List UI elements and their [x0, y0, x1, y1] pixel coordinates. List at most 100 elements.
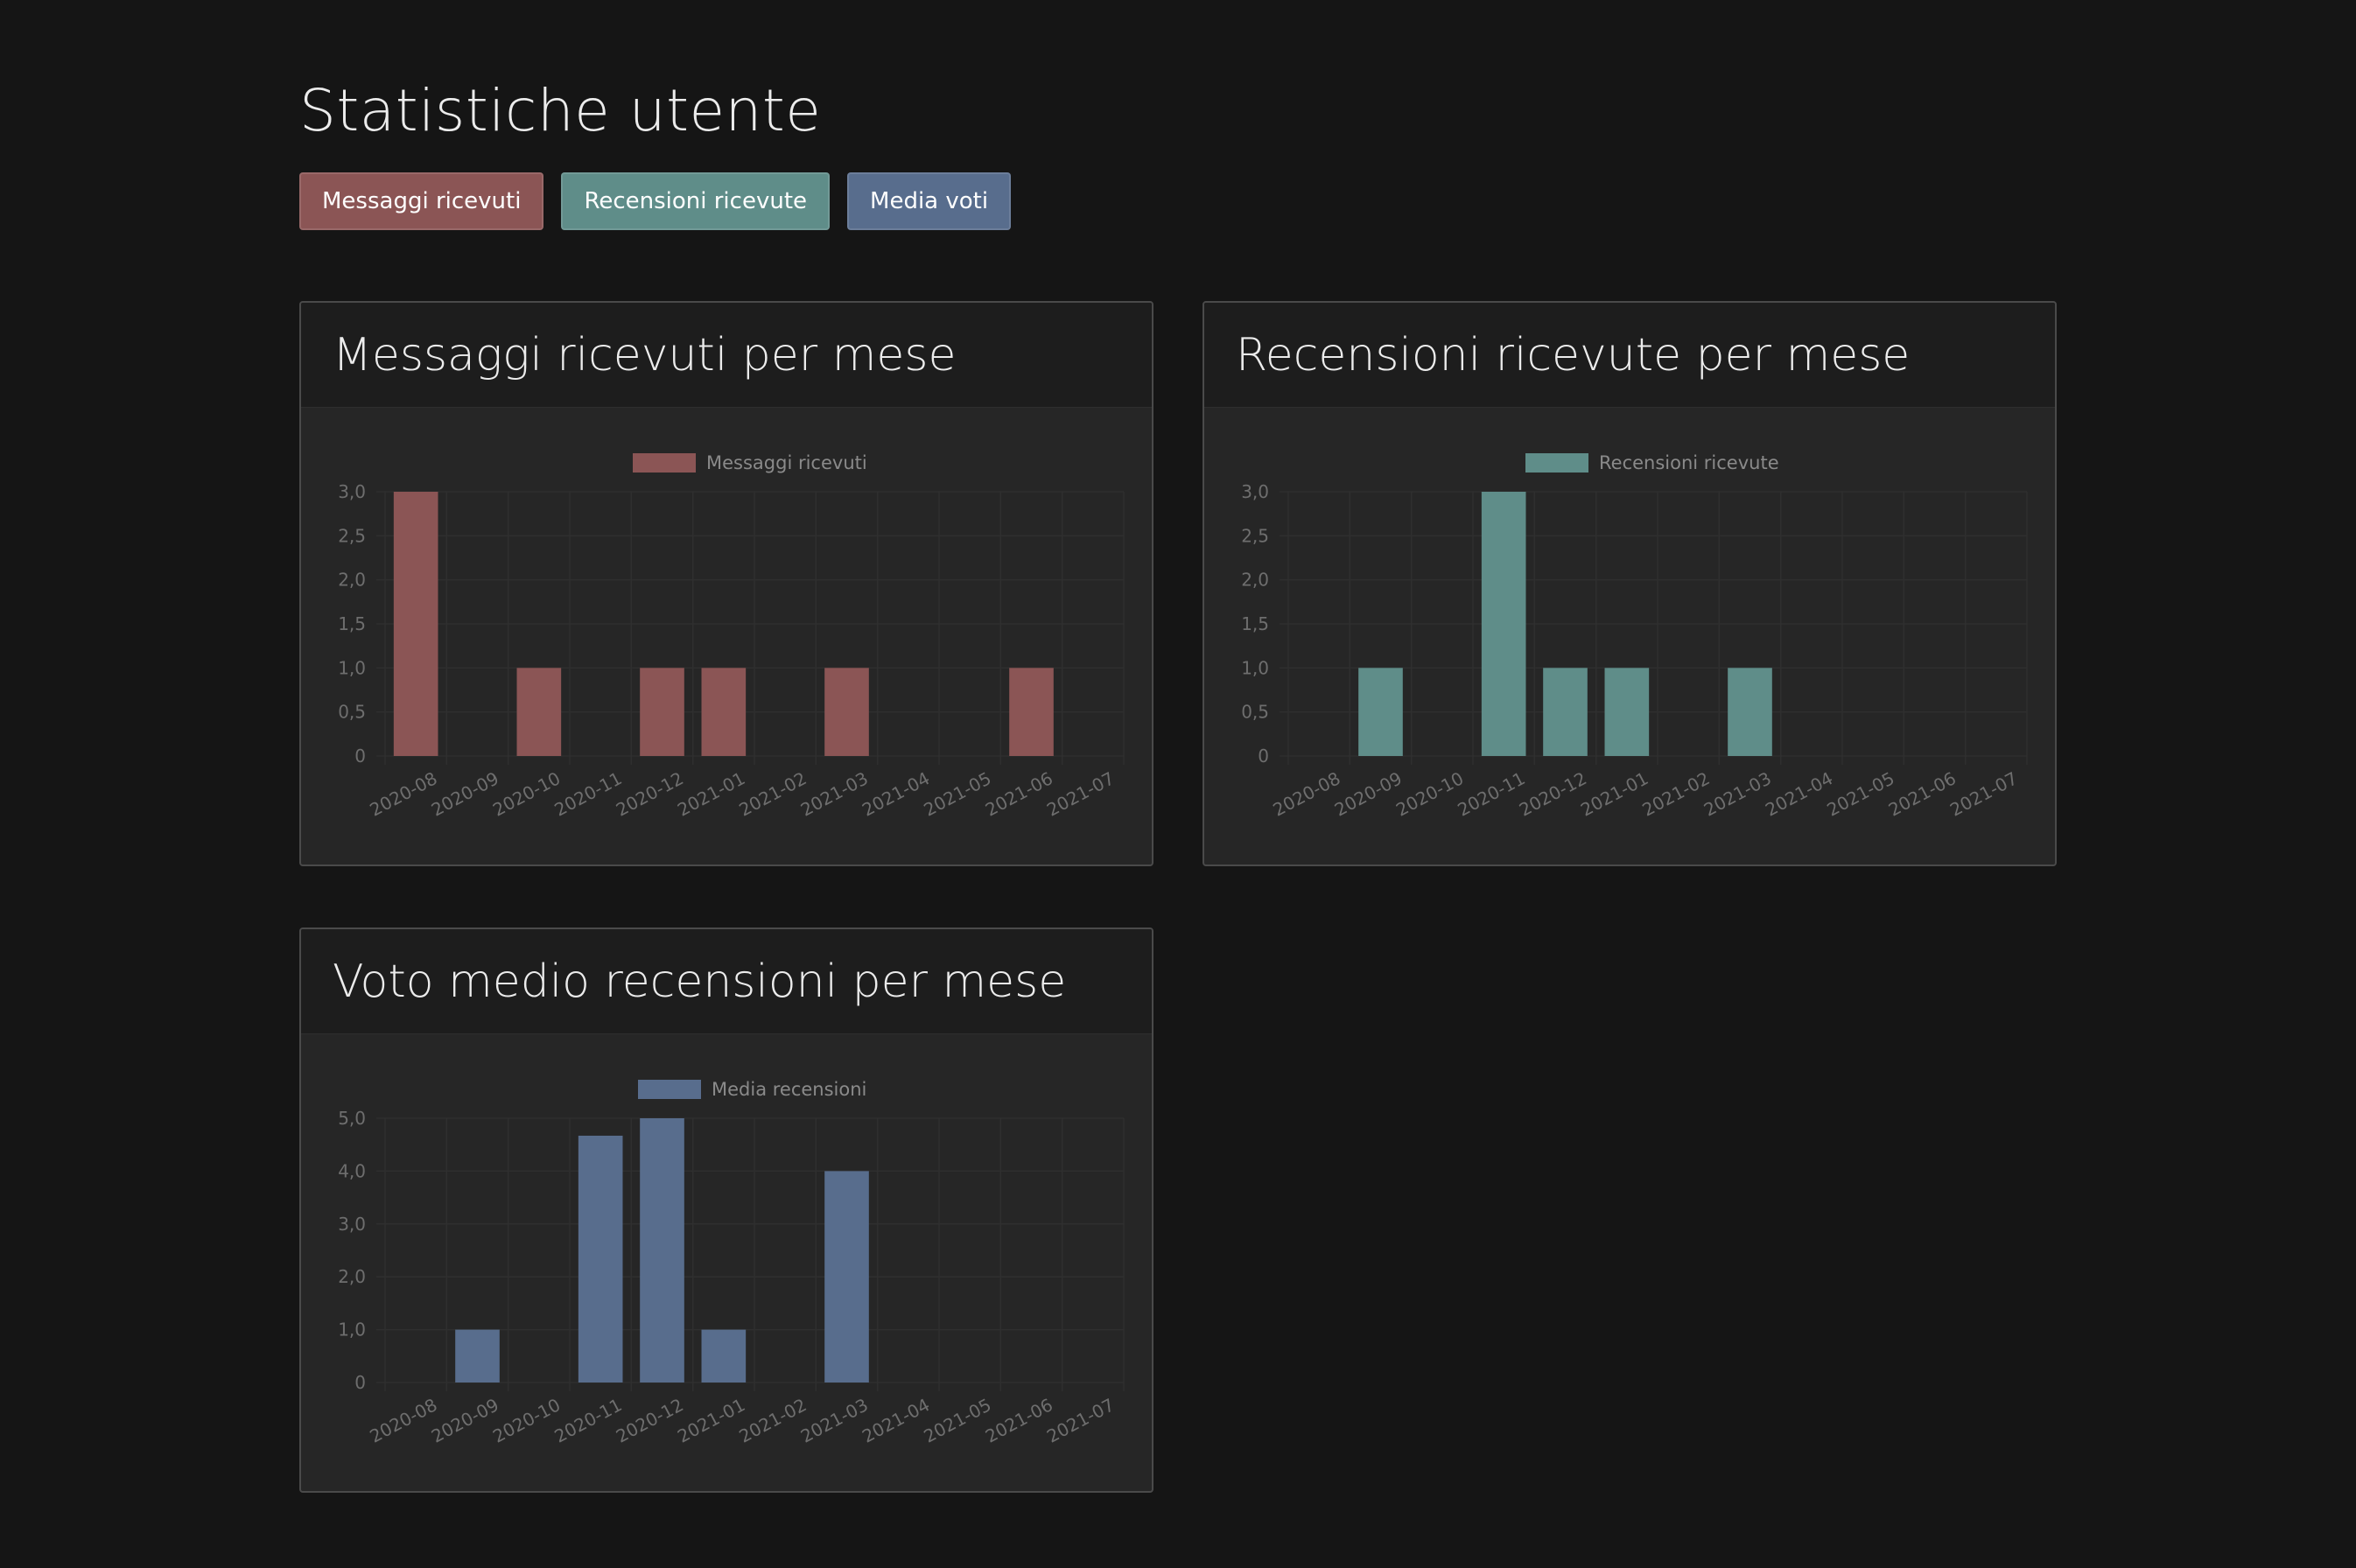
x-tick-label: 2020-11	[1454, 767, 1528, 820]
y-tick-label: 0	[1258, 746, 1269, 766]
x-tick-label: 2021-06	[982, 767, 1056, 820]
x-tick-label: 2021-05	[1823, 767, 1897, 820]
y-tick-label: 2,5	[338, 525, 366, 546]
bar-2021-03	[824, 1171, 869, 1382]
y-tick-label: 5,0	[338, 1108, 366, 1129]
chart-messaggi-ricevuti: Messaggi ricevuti 0 0,5 1,0 1,5 2,0 2,5 3,0 2020…	[338, 452, 1125, 821]
bar-2021-03	[824, 668, 869, 756]
legend-label: Recensioni ricevute	[1599, 452, 1779, 473]
y-tick-label: 1,0	[338, 1320, 366, 1340]
x-tick-label: 2021-01	[674, 1394, 748, 1446]
chart-tabs: Messaggi ricevuti Recensioni ricevute Me…	[299, 172, 1012, 230]
card-title: Recensioni ricevute per mese	[1236, 328, 1911, 382]
y-tick-label: 2,0	[338, 570, 366, 591]
bar-2020-09	[1358, 668, 1403, 756]
y-tick-label: 2,5	[1241, 525, 1269, 546]
bar-2020-08	[393, 492, 438, 756]
card-body: Recensioni ricevute 0 0,5 1,0 1,5 2,0 2,5 3,0 20…	[1204, 408, 2055, 864]
legend-label: Messaggi ricevuti	[706, 452, 867, 473]
x-tick-label: 2020-09	[428, 767, 502, 820]
x-tick-label: 2020-09	[428, 1394, 502, 1446]
bar-2020-12	[640, 668, 684, 756]
tab-recensioni-ricevute[interactable]: Recensioni ricevute	[561, 172, 831, 230]
x-tick-label: 2021-05	[920, 767, 994, 820]
y-tick-label: 3,0	[1241, 481, 1269, 502]
x-tick-label: 2020-12	[613, 1394, 687, 1446]
y-tick-label: 0,5	[1241, 702, 1269, 723]
bar-2021-01	[701, 668, 747, 756]
chart-legend: Recensioni ricevute	[1525, 452, 1779, 473]
x-tick-label: 2021-04	[1762, 767, 1836, 820]
bar-2021-01	[701, 1329, 747, 1382]
legend-swatch	[638, 1080, 701, 1099]
bar-2020-10	[516, 668, 562, 756]
x-tick-label: 2021-03	[1700, 767, 1775, 820]
legend-swatch	[1525, 453, 1588, 472]
y-tick-label: 3,0	[338, 1214, 366, 1235]
card-header: Recensioni ricevute per mese	[1204, 303, 2055, 408]
x-tick-label: 2021-06	[982, 1394, 1056, 1446]
y-tick-label: 2,0	[1241, 570, 1269, 591]
card-body: Messaggi ricevuti 0 0,5 1,0 1,5 2,0 2,5 3,0 2020…	[301, 408, 1152, 864]
y-tick-label: 1,5	[338, 613, 366, 634]
legend-label: Media recensioni	[712, 1079, 866, 1100]
x-tick-label: 2020-10	[1392, 767, 1467, 820]
x-tick-label: 2021-06	[1885, 767, 1960, 820]
chart-legend: Media recensioni	[638, 1079, 866, 1100]
page-title: Statistiche utente	[299, 77, 822, 144]
bar-2021-03	[1728, 668, 1772, 756]
bar-2021-06	[1009, 668, 1054, 756]
x-tick-label: 2020-08	[366, 767, 440, 820]
x-tick-label: 2021-07	[1043, 1394, 1118, 1446]
chart-legend: Messaggi ricevuti	[633, 452, 867, 473]
bar-2020-12	[640, 1118, 684, 1382]
x-tick-label: 2020-11	[550, 1394, 625, 1446]
y-tick-label: 0	[354, 746, 366, 766]
card-header: Messaggi ricevuti per mese	[301, 303, 1152, 408]
y-tick-label: 0	[354, 1372, 366, 1393]
x-tick-label: 2021-03	[797, 767, 872, 820]
tab-messaggi-ricevuti[interactable]: Messaggi ricevuti	[299, 172, 544, 230]
card-voto-medio: Voto medio recensioni per mese Media rec…	[299, 928, 1153, 1493]
y-tick-label: 0,5	[338, 702, 366, 723]
x-tick-label: 2020-08	[366, 1394, 440, 1446]
card-title: Messaggi ricevuti per mese	[333, 328, 957, 382]
tab-media-voti[interactable]: Media voti	[847, 172, 1012, 230]
x-tick-label: 2020-11	[550, 767, 625, 820]
bar-2021-01	[1604, 668, 1650, 756]
chart-recensioni-ricevute: Recensioni ricevute 0 0,5 1,0 1,5 2,0 2,5 3,0 20…	[1241, 452, 2028, 821]
bar-2020-09	[455, 1329, 500, 1382]
bar-2020-11	[578, 1135, 623, 1382]
card-messaggi-ricevuti: Messaggi ricevuti per mese Messaggi rice…	[299, 301, 1153, 866]
card-recensioni-ricevute: Recensioni ricevute per mese Recensioni …	[1203, 301, 2057, 866]
bar-2020-11	[1481, 492, 1526, 756]
x-tick-label: 2020-10	[489, 1394, 564, 1446]
card-body: Media recensioni 0 1,0 2,0 3,0 4,0 5,0 2020-08 2…	[301, 1034, 1152, 1491]
x-tick-label: 2021-02	[735, 767, 810, 820]
y-tick-label: 1,0	[1241, 657, 1269, 678]
x-tick-label: 2021-03	[797, 1394, 872, 1446]
y-tick-label: 3,0	[338, 481, 366, 502]
x-tick-label: 2021-01	[1577, 767, 1651, 820]
x-tick-label: 2020-12	[613, 767, 687, 820]
x-tick-label: 2021-07	[1043, 767, 1118, 820]
x-tick-label: 2021-01	[674, 767, 748, 820]
x-tick-label: 2021-07	[1946, 767, 2021, 820]
y-tick-label: 1,5	[1241, 613, 1269, 634]
x-tick-label: 2020-08	[1269, 767, 1343, 820]
card-title: Voto medio recensioni per mese	[333, 955, 1067, 1008]
x-tick-label: 2021-02	[735, 1394, 810, 1446]
chart-voto-medio: Media recensioni01,02,03,04,05,02020-082…	[338, 1079, 1125, 1447]
x-tick-label: 2020-12	[1516, 767, 1590, 820]
x-tick-label: 2021-04	[859, 767, 933, 820]
legend-swatch	[633, 453, 696, 472]
bar-2020-12	[1543, 668, 1588, 756]
y-tick-label: 2,0	[338, 1266, 366, 1287]
x-tick-label: 2020-10	[489, 767, 564, 820]
y-tick-label: 1,0	[338, 657, 366, 678]
x-tick-label: 2021-02	[1638, 767, 1713, 820]
card-header: Voto medio recensioni per mese	[301, 929, 1152, 1034]
y-tick-label: 4,0	[338, 1160, 366, 1181]
x-tick-label: 2021-05	[920, 1394, 994, 1446]
x-tick-label: 2021-04	[859, 1394, 933, 1446]
